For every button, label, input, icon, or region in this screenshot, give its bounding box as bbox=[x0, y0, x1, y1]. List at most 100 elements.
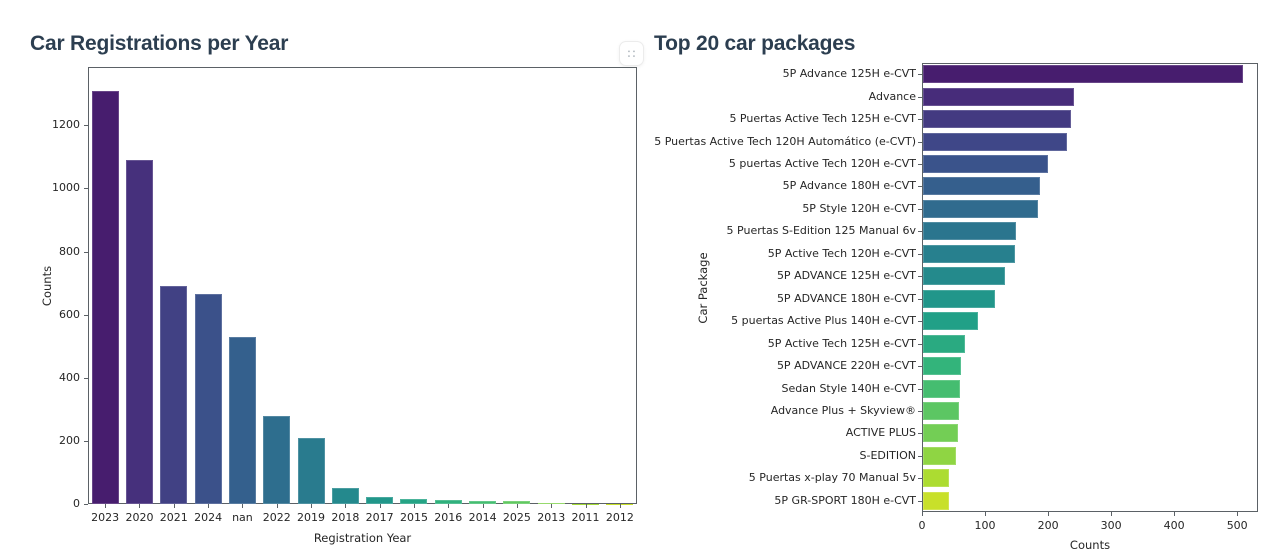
bar bbox=[194, 294, 222, 504]
y-tick-label: Advance bbox=[868, 89, 916, 103]
y-tick-label: 5P ADVANCE 125H e-CVT bbox=[776, 269, 916, 283]
x-tick-label: 2011 bbox=[571, 511, 600, 524]
x-tick-mark bbox=[516, 504, 518, 508]
bar bbox=[160, 286, 188, 504]
x-tick-mark bbox=[551, 504, 553, 508]
y-tick-mark bbox=[918, 253, 922, 255]
x-tick-mark bbox=[379, 504, 381, 508]
x-tick-mark bbox=[276, 504, 278, 508]
bar bbox=[297, 437, 325, 504]
y-axis-label: Car Package bbox=[696, 251, 710, 324]
y-tick-mark bbox=[918, 276, 922, 278]
y-tick-mark bbox=[918, 96, 922, 98]
y-tick-label: 5 Puertas S-Edition 125 Manual 6v bbox=[726, 224, 916, 238]
y-tick-mark bbox=[918, 500, 922, 502]
x-tick-mark bbox=[985, 512, 987, 516]
bar bbox=[503, 501, 531, 504]
bar bbox=[923, 87, 1075, 106]
bar bbox=[923, 132, 1067, 151]
x-tick-mark bbox=[173, 504, 175, 508]
bar bbox=[434, 499, 462, 504]
bar bbox=[923, 401, 959, 420]
y-tick-mark bbox=[84, 504, 88, 505]
bar bbox=[331, 488, 359, 504]
bar bbox=[228, 336, 256, 504]
x-tick-mark bbox=[922, 512, 923, 516]
bar bbox=[923, 424, 959, 443]
x-tick-label: 100 bbox=[974, 519, 996, 532]
y-tick-mark bbox=[84, 251, 88, 253]
y-tick-mark bbox=[84, 188, 88, 190]
y-tick-label: 600 bbox=[59, 307, 80, 321]
bar bbox=[923, 491, 949, 510]
bar bbox=[923, 110, 1072, 129]
bar bbox=[469, 501, 497, 504]
y-tick-label: 5P GR-SPORT 180H e-CVT bbox=[774, 493, 916, 507]
bar bbox=[923, 446, 956, 465]
y-tick-label: 5P ADVANCE 220H e-CVT bbox=[776, 359, 916, 373]
x-tick-label: 2024 bbox=[194, 511, 223, 524]
y-tick-mark bbox=[918, 231, 922, 233]
y-tick-mark bbox=[918, 74, 922, 76]
x-tick-label: 2023 bbox=[91, 511, 120, 524]
y-tick-mark bbox=[918, 298, 922, 300]
y-tick-label: 5 Puertas Active Tech 125H e-CVT bbox=[729, 112, 916, 126]
x-tick-mark bbox=[1048, 512, 1050, 516]
x-axis-label: Counts bbox=[1069, 538, 1111, 552]
x-tick-label: 400 bbox=[1163, 519, 1185, 532]
y-tick-mark bbox=[918, 478, 922, 480]
bar bbox=[923, 244, 1016, 263]
x-tick-mark bbox=[619, 504, 621, 508]
x-tick-label: 2012 bbox=[605, 511, 634, 524]
y-tick-mark bbox=[918, 321, 922, 323]
y-tick-mark bbox=[918, 410, 922, 412]
y-tick-mark bbox=[918, 388, 922, 390]
x-tick-label: 2021 bbox=[159, 511, 188, 524]
y-tick-label: 5P Advance 180H e-CVT bbox=[782, 179, 916, 193]
bar bbox=[923, 379, 961, 398]
x-tick-label: 2016 bbox=[434, 511, 463, 524]
y-axis-label: Counts bbox=[40, 265, 54, 306]
y-tick-mark bbox=[918, 141, 922, 143]
bar bbox=[923, 65, 1243, 84]
x-tick-label: 2025 bbox=[502, 511, 531, 524]
y-tick-label: 5P Active Tech 120H e-CVT bbox=[767, 246, 916, 260]
y-tick-label: 200 bbox=[59, 433, 80, 447]
x-tick-label: 300 bbox=[1100, 519, 1122, 532]
x-tick-label: 2019 bbox=[297, 511, 326, 524]
bar bbox=[923, 199, 1039, 218]
y-tick-mark bbox=[918, 343, 922, 345]
x-tick-label: 2013 bbox=[537, 511, 566, 524]
left-plot-border bbox=[88, 67, 637, 504]
y-tick-label: 5 puertas Active Plus 140H e-CVT bbox=[731, 314, 916, 328]
y-tick-mark bbox=[918, 433, 922, 435]
bar bbox=[263, 415, 291, 504]
bar bbox=[923, 334, 966, 353]
y-tick-label: 400 bbox=[59, 370, 80, 384]
y-tick-mark bbox=[918, 455, 922, 457]
x-tick-label: 200 bbox=[1037, 519, 1059, 532]
bar bbox=[923, 267, 1005, 286]
bar bbox=[923, 289, 996, 308]
y-tick-mark bbox=[84, 125, 88, 127]
x-tick-label: 0 bbox=[918, 519, 926, 532]
bar bbox=[923, 177, 1041, 196]
y-tick-label: 5P Style 120H e-CVT bbox=[802, 201, 916, 215]
y-tick-label: Advance Plus + Skyview® bbox=[770, 403, 916, 417]
bar bbox=[923, 312, 978, 331]
bar bbox=[923, 155, 1048, 174]
y-tick-label: ACTIVE PLUS bbox=[845, 426, 916, 440]
right-plot-border bbox=[922, 63, 1258, 512]
y-tick-mark bbox=[918, 186, 922, 188]
y-tick-mark bbox=[84, 314, 88, 316]
x-tick-mark bbox=[585, 504, 587, 508]
x-tick-label: nan bbox=[232, 511, 253, 524]
y-tick-label: 5P Active Tech 125H e-CVT bbox=[767, 336, 916, 350]
x-tick-mark bbox=[242, 504, 244, 508]
y-tick-mark bbox=[918, 208, 922, 210]
bar bbox=[923, 357, 962, 376]
drag-handle-button[interactable]: ∷ bbox=[619, 41, 644, 66]
x-tick-label: 2022 bbox=[262, 511, 291, 524]
x-axis-label: Registration Year bbox=[313, 531, 412, 545]
y-tick-label: 5P Advance 125H e-CVT bbox=[782, 67, 916, 81]
